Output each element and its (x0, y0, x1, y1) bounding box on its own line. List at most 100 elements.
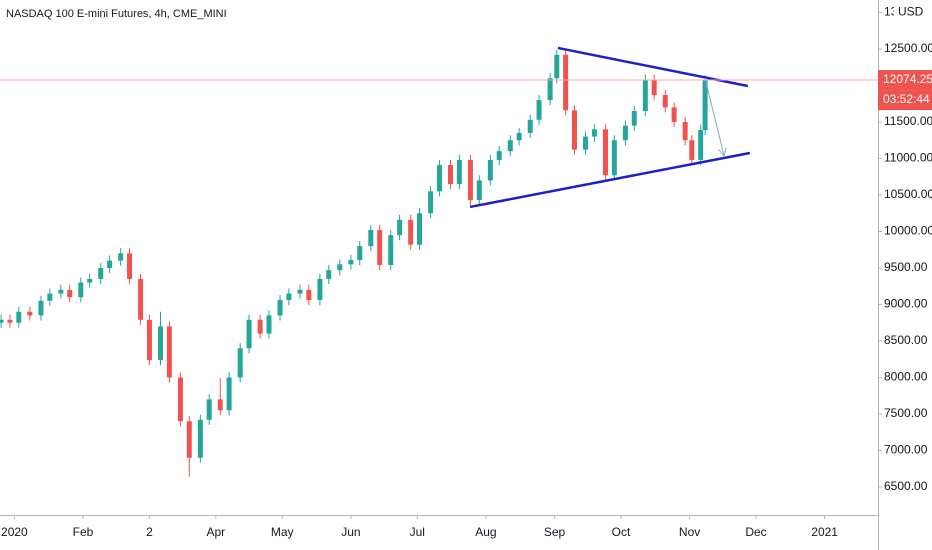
x-tick-label: Oct (612, 525, 631, 539)
candle-body (368, 230, 374, 247)
candle-body (177, 377, 183, 422)
candle-body (611, 140, 617, 176)
y-tick-label: 6500.00 (884, 479, 928, 493)
countdown-label: 03:52:44 (883, 92, 930, 106)
candle-body (206, 399, 212, 420)
y-tick-label: 7500.00 (884, 406, 928, 420)
currency-label: USD (898, 5, 924, 19)
candle-body (257, 319, 263, 334)
y-tick-label: 9500.00 (884, 260, 928, 274)
chart-title: NASDAQ 100 E-mini Futures, 4h, CME_MINI (6, 8, 227, 20)
candle-body (138, 278, 144, 320)
y-tick-label: 12500.00 (884, 41, 932, 55)
x-tick-label: Dec (745, 525, 766, 539)
candle-body (317, 278, 323, 301)
candle-body (436, 165, 442, 192)
y-tick-label: 8000.00 (884, 370, 928, 384)
candle-body (246, 319, 252, 349)
x-tick-label: 2021 (811, 525, 838, 539)
candle-body (197, 419, 203, 458)
trend-line (469, 151, 751, 209)
candle-body (456, 159, 462, 185)
candle-body (527, 119, 533, 133)
candle-body (602, 129, 608, 176)
candle-body (47, 293, 53, 301)
x-tick-label: Apr (207, 525, 226, 539)
candle-body (266, 315, 272, 334)
y-tick-label: 8500.00 (884, 333, 928, 347)
candle-body (487, 159, 493, 181)
last-price-label: 12074.25 (883, 72, 932, 86)
candle-body (651, 79, 657, 95)
candle-body (118, 253, 124, 261)
x-tick-label: Aug (475, 525, 496, 539)
x-tick-label: 2 (146, 525, 153, 539)
x-tick-label: Jun (341, 525, 360, 539)
candle-body (591, 129, 597, 137)
candle-body (326, 270, 332, 279)
candle-body (27, 311, 33, 316)
candle-body (58, 289, 64, 294)
y-tick-label: 7000.00 (884, 443, 928, 457)
candle-body (507, 140, 513, 152)
candle-body (702, 80, 708, 131)
candle-body (536, 100, 542, 120)
candle-body (417, 213, 423, 245)
candle-body (0, 319, 4, 323)
last-price-tag (878, 70, 932, 91)
candle-body (226, 377, 232, 411)
y-tick-label: 10000.00 (884, 224, 932, 238)
candle-body (583, 136, 589, 150)
candle-body (467, 159, 473, 201)
candle-body (67, 289, 73, 298)
candle-body (547, 78, 553, 101)
candle-body (107, 260, 113, 268)
candle-body (297, 289, 303, 294)
candle-body (448, 165, 454, 185)
y-tick-label: 9000.00 (884, 297, 928, 311)
candle-body (476, 180, 482, 201)
candle-body (698, 130, 704, 160)
candle-body (38, 300, 44, 316)
candle-body (306, 289, 312, 301)
candle-body (689, 140, 695, 160)
candle-body (166, 326, 172, 378)
candle-body (388, 235, 394, 266)
candle-body (631, 111, 637, 126)
y-tick-label: 10500.00 (884, 187, 932, 201)
x-tick-label: 2020 (1, 525, 28, 539)
x-tick-label: Feb (73, 525, 94, 539)
candle-body (357, 246, 363, 260)
candle-body (496, 151, 502, 160)
candle-body (158, 326, 164, 360)
candle-body (428, 191, 434, 214)
x-tick-label: Jul (410, 525, 425, 539)
candle-body (16, 311, 22, 323)
candle-body (7, 319, 13, 323)
y-tick-label: 11500.00 (884, 114, 932, 128)
y-tick-label: 11000.00 (884, 151, 932, 165)
candle-body (563, 54, 569, 111)
candle-body (642, 79, 648, 112)
candle-body (217, 399, 223, 411)
candle-body (337, 264, 343, 271)
candle-body (671, 107, 677, 122)
candle-body (277, 300, 283, 316)
candle-body (408, 219, 414, 245)
candle-body (662, 94, 668, 108)
candle-body (516, 132, 522, 141)
candle-body (127, 253, 133, 279)
candle-body (377, 230, 383, 266)
candle-body (78, 282, 84, 298)
candle-body (237, 348, 243, 378)
currency-tag (894, 3, 932, 22)
countdown-tag (878, 90, 932, 111)
candle-body (146, 319, 152, 360)
candle-body (397, 219, 403, 236)
candle-body (554, 54, 560, 79)
x-tick-label: Nov (679, 525, 700, 539)
candle-body (186, 421, 192, 458)
candle-body (622, 125, 628, 141)
